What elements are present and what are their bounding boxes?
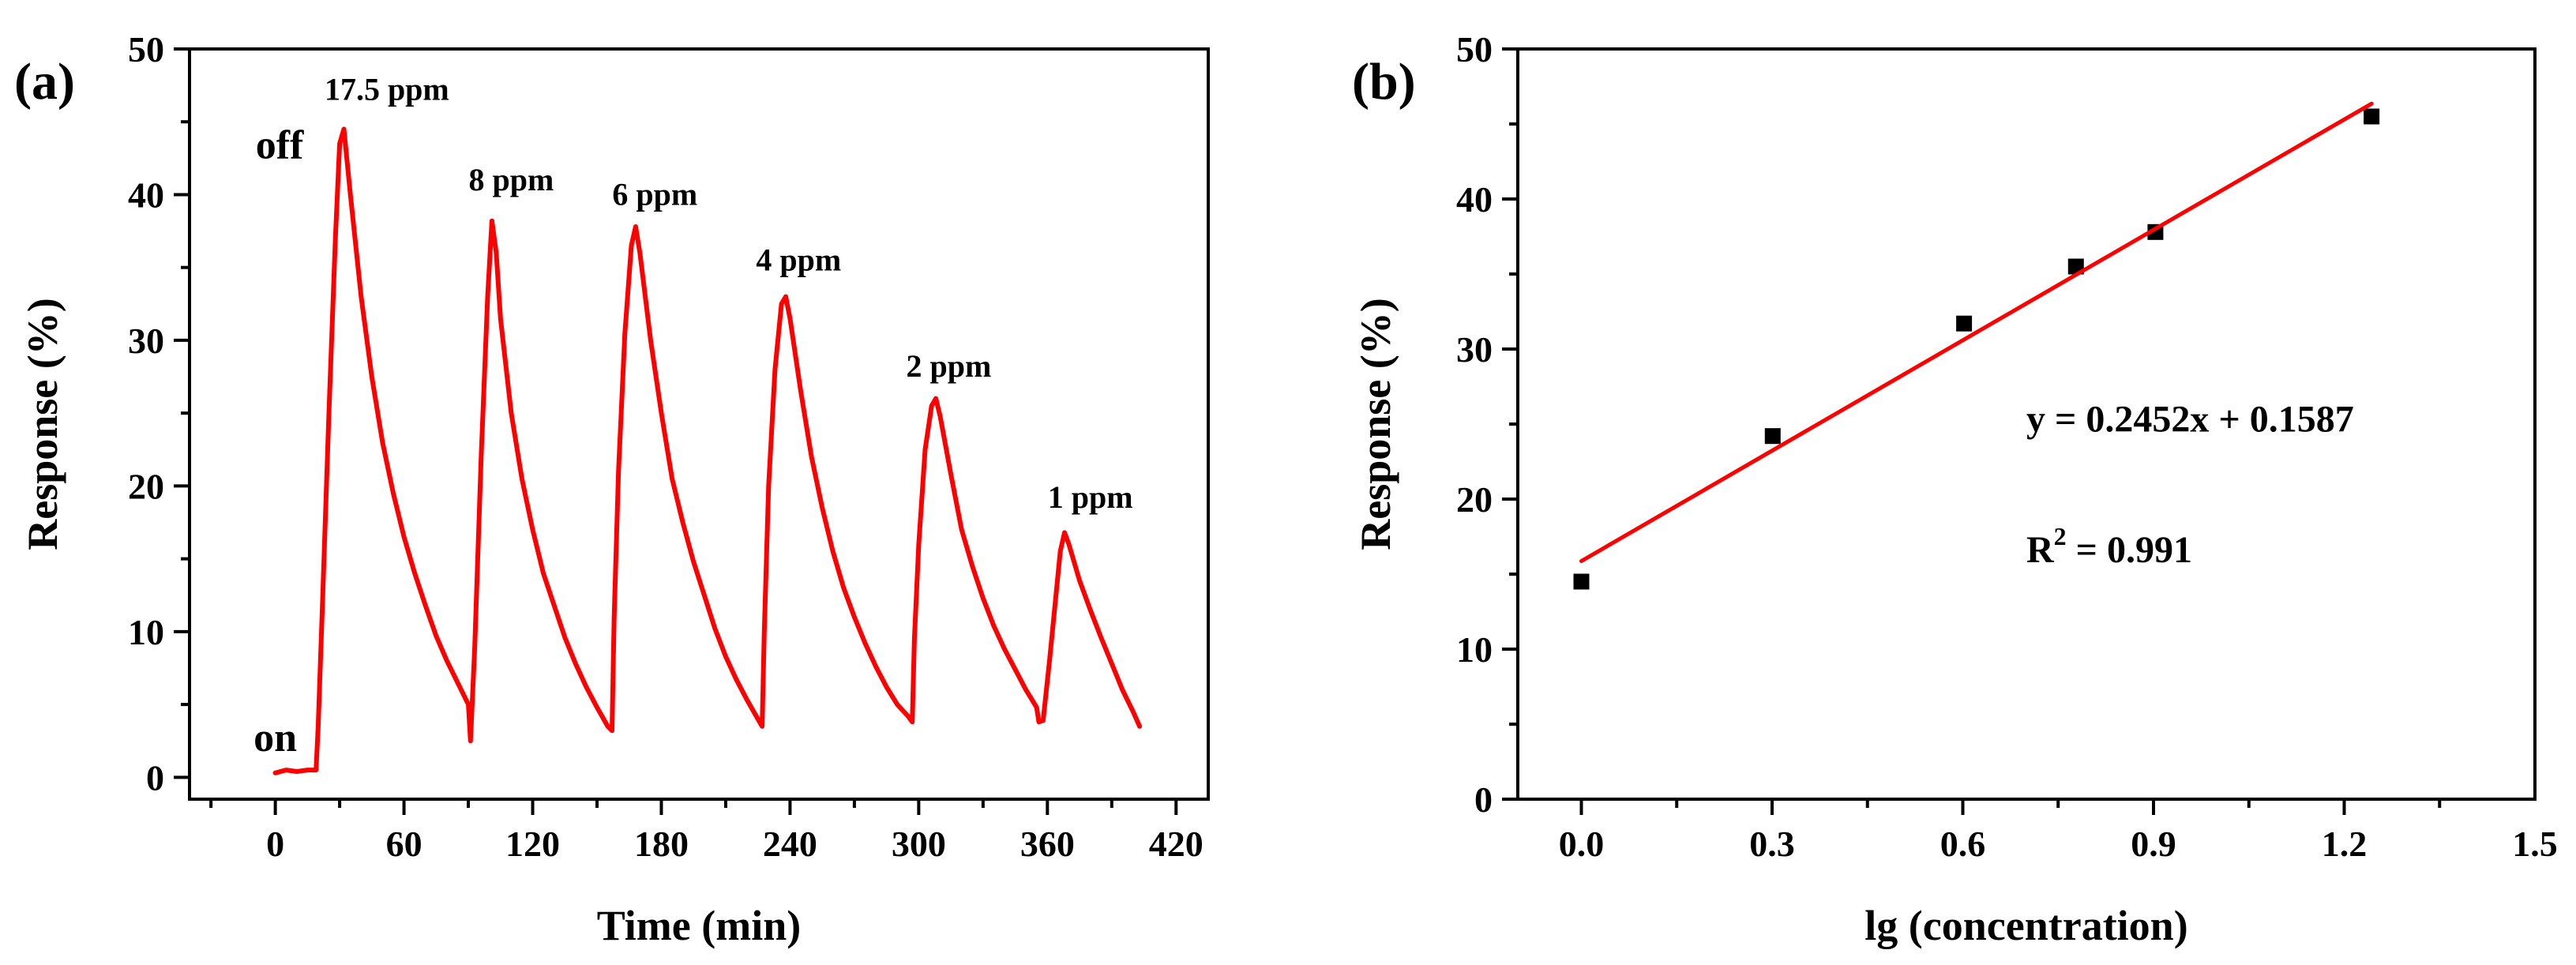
y-tick-label: 50	[128, 29, 164, 69]
y-tick-label: 20	[1456, 479, 1493, 520]
annotation: 4 ppm	[756, 242, 841, 277]
y-tick-label: 30	[128, 321, 164, 361]
y-tick-label: 40	[1456, 179, 1493, 220]
annotation: off	[256, 122, 304, 167]
annotation-superscript: 2	[2054, 522, 2067, 550]
x-tick-label: 0	[266, 824, 284, 864]
y-axis-label: Response (%)	[19, 298, 66, 550]
fit-line	[1579, 101, 2374, 563]
x-tick-label: 240	[763, 824, 817, 864]
annotation: 1 ppm	[1048, 479, 1133, 515]
x-tick-label: 120	[505, 824, 560, 864]
x-tick-label: 360	[1020, 824, 1075, 864]
data-point	[2364, 108, 2380, 125]
chart-panel-b: 0.0 0.3 0.6 0.9 1.2 1.5 0 10 20 30 40 50 lg (concent…	[1352, 29, 2558, 949]
y-tick-label: 10	[1456, 629, 1493, 670]
y-tick-label: 30	[1456, 329, 1493, 370]
y-tick-label: 40	[128, 175, 164, 215]
x-tick-label: 0.0	[1559, 824, 1605, 864]
plot-frame	[188, 47, 1210, 801]
y-tick-label: 20	[128, 466, 164, 506]
x-tick-label: 180	[634, 824, 689, 864]
x-tick-label: 0.6	[1940, 824, 1986, 864]
panel-label: (a)	[14, 53, 75, 111]
x-tick-label: 60	[386, 824, 422, 864]
x-axis-label: lg (concentration)	[1864, 902, 2187, 949]
annotation: 17.5 ppm	[325, 72, 449, 107]
data-point	[1956, 315, 1973, 332]
x-tick-label: 300	[892, 824, 946, 864]
annotation: 8 ppm	[468, 162, 554, 197]
y-axis-label: Response (%)	[1352, 298, 1399, 550]
data-point	[1573, 573, 1590, 590]
y-tick-label: 0	[1474, 779, 1493, 820]
response-curve	[272, 126, 1143, 775]
annotation: R2 = 0.991	[2026, 522, 2192, 571]
chart-panel-a: 0 60 120 180 240 300 360 420 0 10 20 30 40 50 Time (mi…	[14, 29, 1210, 949]
annotation: 2 ppm	[906, 348, 991, 384]
x-tick-label: 0.3	[1749, 824, 1795, 864]
annotation-text: R	[2026, 529, 2055, 571]
data-point	[1764, 428, 1781, 445]
x-tick-label: 0.9	[2131, 824, 2176, 864]
x-tick-label: 420	[1149, 824, 1204, 864]
annotation: 6 ppm	[612, 176, 697, 212]
annotation: on	[253, 715, 297, 760]
y-tick-label: 10	[128, 612, 164, 652]
y-tick-label: 50	[1456, 29, 1493, 69]
annotation-text: = 0.991	[2067, 529, 2192, 571]
annotation: y = 0.2452x + 0.1587	[2026, 399, 2354, 441]
x-tick-label: 1.5	[2512, 824, 2558, 864]
x-axis-label: Time (min)	[597, 902, 801, 949]
panel-label: (b)	[1352, 53, 1416, 111]
y-tick-label: 0	[146, 757, 164, 798]
x-tick-label: 1.2	[2322, 824, 2368, 864]
